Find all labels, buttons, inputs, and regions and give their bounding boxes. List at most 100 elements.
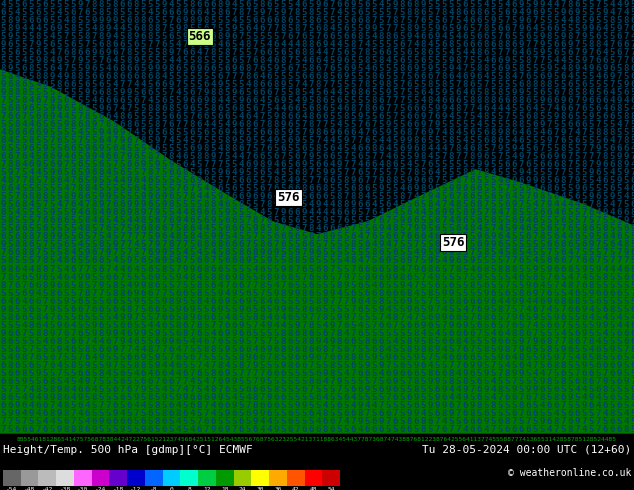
Text: 9: 9: [287, 128, 293, 137]
Text: 6: 6: [126, 0, 132, 8]
Text: 4: 4: [168, 369, 174, 378]
Text: 5: 5: [329, 104, 335, 113]
Text: 5: 5: [0, 192, 6, 201]
Text: 6: 6: [252, 96, 257, 105]
Text: 6: 6: [399, 128, 404, 137]
Text: 8: 8: [595, 200, 600, 209]
Text: 9: 9: [190, 305, 195, 314]
Text: 5: 5: [287, 385, 293, 394]
Text: 6: 6: [126, 329, 132, 338]
Text: 5: 5: [483, 329, 489, 338]
Text: 4: 4: [105, 369, 111, 378]
Text: 7: 7: [56, 88, 61, 97]
Text: 5: 5: [42, 32, 48, 41]
Text: 5: 5: [287, 48, 293, 57]
Text: 5: 5: [168, 265, 174, 273]
Text: 5: 5: [519, 248, 524, 257]
Text: 5: 5: [224, 265, 230, 273]
Text: 5: 5: [476, 56, 482, 65]
Text: 6: 6: [553, 272, 559, 282]
Text: 6: 6: [476, 72, 482, 81]
Text: 6: 6: [344, 321, 349, 330]
Text: 6: 6: [533, 217, 538, 225]
Text: 5: 5: [413, 48, 418, 57]
Text: 7: 7: [119, 224, 125, 233]
Text: 5: 5: [140, 104, 146, 113]
Text: 9: 9: [322, 168, 328, 177]
Text: 5: 5: [497, 217, 503, 225]
Text: 8: 8: [483, 40, 489, 49]
Text: 6: 6: [301, 0, 307, 8]
Text: 5: 5: [183, 72, 188, 81]
Text: 5: 5: [351, 248, 356, 257]
Text: 5: 5: [490, 345, 496, 354]
Text: 6: 6: [133, 72, 139, 81]
Text: 7: 7: [42, 96, 48, 105]
Text: 5: 5: [358, 241, 363, 249]
Text: 4: 4: [8, 136, 13, 145]
Text: 6: 6: [238, 417, 243, 426]
Text: 7: 7: [210, 361, 216, 370]
Text: 4: 4: [595, 176, 600, 185]
Text: 5: 5: [540, 104, 545, 113]
Text: 5: 5: [399, 208, 404, 217]
Text: 8: 8: [84, 120, 89, 129]
Text: 5: 5: [252, 296, 257, 306]
Text: 9: 9: [8, 168, 13, 177]
Text: 9: 9: [420, 112, 425, 121]
Text: 5: 5: [462, 160, 468, 169]
Text: 5: 5: [140, 0, 146, 8]
Text: 4: 4: [420, 96, 425, 105]
Text: 4: 4: [176, 401, 181, 410]
Text: 5: 5: [336, 241, 342, 249]
Text: 6: 6: [574, 192, 579, 201]
Text: 6: 6: [399, 369, 404, 378]
Text: 7: 7: [176, 377, 181, 386]
Text: 7: 7: [204, 160, 209, 169]
Text: 7: 7: [372, 321, 377, 330]
Text: 4: 4: [609, 168, 615, 177]
Text: 8: 8: [483, 265, 489, 273]
Text: 8: 8: [427, 289, 432, 297]
Text: 8: 8: [420, 345, 425, 354]
Text: 7: 7: [329, 48, 335, 57]
Text: 5: 5: [210, 128, 216, 137]
Text: 6: 6: [588, 256, 593, 266]
Text: 5: 5: [15, 56, 20, 65]
Text: 8: 8: [365, 56, 370, 65]
Text: 5: 5: [483, 224, 489, 233]
Text: 5: 5: [8, 321, 13, 330]
Text: 5: 5: [133, 377, 139, 386]
Text: 4: 4: [56, 272, 61, 282]
Text: 5: 5: [322, 248, 328, 257]
Text: 8: 8: [595, 128, 600, 137]
Text: 5: 5: [567, 24, 573, 33]
Text: 5: 5: [630, 120, 634, 129]
Text: 7: 7: [462, 112, 468, 121]
Text: 7: 7: [351, 313, 356, 322]
Text: 5: 5: [385, 401, 391, 410]
Text: 5: 5: [0, 104, 6, 113]
Text: 6: 6: [119, 0, 125, 8]
Text: 5: 5: [70, 289, 75, 297]
Text: 9: 9: [84, 64, 89, 73]
Text: 4: 4: [588, 345, 593, 354]
Text: 6: 6: [210, 281, 216, 290]
Text: 6: 6: [623, 88, 629, 97]
Text: 5: 5: [574, 241, 579, 249]
Text: 5: 5: [476, 248, 482, 257]
Text: 9: 9: [322, 369, 328, 378]
Text: 5: 5: [441, 224, 447, 233]
Text: 5: 5: [245, 32, 250, 41]
Text: 8: 8: [344, 200, 349, 209]
Text: 7: 7: [161, 345, 167, 354]
Text: 4: 4: [602, 104, 607, 113]
Text: 6: 6: [252, 425, 257, 434]
Text: 6: 6: [560, 256, 566, 266]
Text: 7: 7: [42, 361, 48, 370]
Text: 6: 6: [567, 7, 573, 17]
Text: 7: 7: [176, 80, 181, 89]
Text: 7: 7: [336, 272, 342, 282]
Text: 4: 4: [126, 217, 132, 225]
Text: 6: 6: [140, 32, 146, 41]
